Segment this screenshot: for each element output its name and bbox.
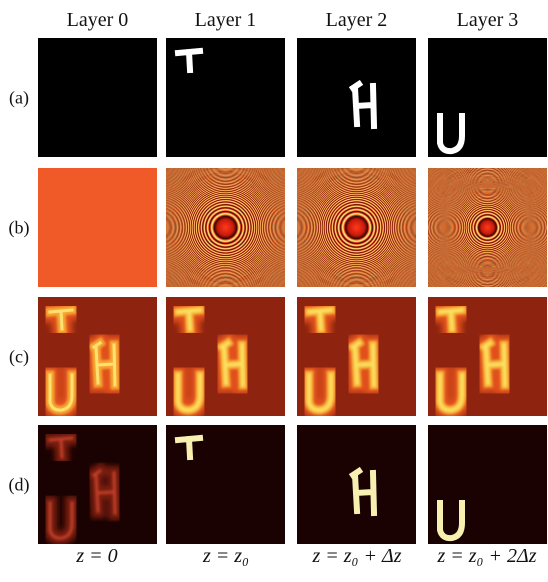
panel-background bbox=[38, 168, 157, 287]
column-footer: z = z₀ + Δz bbox=[311, 545, 401, 567]
column-footer: z = 0 bbox=[75, 545, 117, 567]
column-header: Layer 3 bbox=[457, 9, 519, 31]
image-panel bbox=[428, 425, 547, 544]
row-label: (c) bbox=[9, 347, 29, 368]
image-panel bbox=[297, 297, 416, 416]
image-panel bbox=[428, 38, 547, 157]
image-panel bbox=[428, 297, 547, 416]
image-panel bbox=[38, 38, 157, 157]
image-panel bbox=[166, 297, 285, 416]
image-panel bbox=[38, 297, 157, 416]
image-panel bbox=[297, 425, 416, 544]
image-panel bbox=[402, 142, 548, 312]
image-panel bbox=[271, 142, 441, 312]
image-panel bbox=[38, 425, 157, 544]
panel-background bbox=[166, 38, 285, 157]
row-label: (b) bbox=[9, 218, 30, 239]
column-header: Layer 1 bbox=[195, 9, 257, 31]
image-panel bbox=[166, 425, 285, 544]
row-label: (a) bbox=[9, 88, 29, 109]
image-panel bbox=[38, 168, 157, 287]
ring-center bbox=[214, 216, 237, 239]
panel-background bbox=[38, 38, 157, 157]
panel-background bbox=[166, 425, 285, 544]
column-header: Layer 2 bbox=[326, 9, 388, 31]
column-footer: z = z₀ bbox=[202, 545, 249, 567]
row-label: (d) bbox=[9, 475, 30, 496]
panel-background bbox=[428, 425, 547, 544]
column-footer: z = z₀ + 2Δz bbox=[436, 545, 536, 567]
image-panel bbox=[297, 38, 416, 157]
figure: Layer 0 Layer 1 Layer 2 Layer 3 (a) (b) (c) (d)… bbox=[0, 0, 548, 577]
column-header: Layer 0 bbox=[67, 9, 129, 31]
ring-center bbox=[345, 216, 368, 239]
image-panel bbox=[166, 38, 285, 157]
ring-center bbox=[478, 218, 496, 236]
image-panel bbox=[140, 142, 310, 312]
panel-background bbox=[428, 38, 547, 157]
